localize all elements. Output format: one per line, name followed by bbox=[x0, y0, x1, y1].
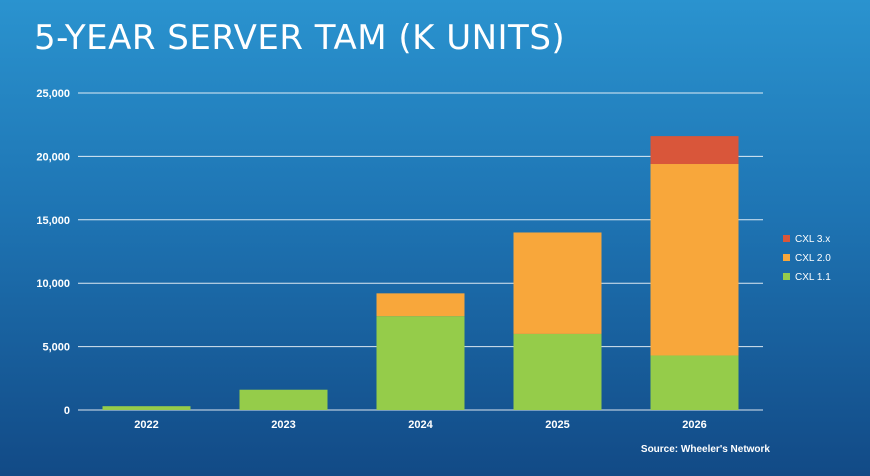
y-tick-label: 20,000 bbox=[36, 151, 70, 163]
bar-2025-cxl-2-0 bbox=[513, 232, 602, 334]
legend-label-cxl-2-0: CXL 2.0 bbox=[795, 253, 831, 264]
x-tick-label-2025: 2025 bbox=[545, 419, 569, 431]
y-tick-label: 0 bbox=[64, 405, 70, 417]
bar-2023-cxl-1-1 bbox=[239, 389, 328, 410]
bar-2026-cxl-2-0 bbox=[650, 164, 739, 356]
y-tick-label: 5,000 bbox=[42, 342, 70, 354]
slide-title: 5-YEAR SERVER TAM (K UNITS) bbox=[34, 18, 566, 58]
legend-label-cxl-3-x: CXL 3.x bbox=[795, 234, 830, 245]
source-note: Source: Wheeler's Network bbox=[640, 444, 770, 455]
x-tick-label-2024: 2024 bbox=[408, 419, 433, 431]
bar-2022-cxl-1-1 bbox=[102, 406, 191, 410]
y-tick-label: 15,000 bbox=[36, 215, 70, 227]
bar-2024-cxl-2-0 bbox=[376, 293, 465, 317]
bar-2025-cxl-1-1 bbox=[513, 333, 602, 410]
x-tick-label-2022: 2022 bbox=[134, 419, 158, 431]
bar-2026-cxl-1-1 bbox=[650, 355, 739, 410]
x-tick-label-2026: 2026 bbox=[682, 419, 706, 431]
x-tick-label-2023: 2023 bbox=[271, 419, 295, 431]
bar-2024-cxl-1-1 bbox=[376, 316, 465, 410]
legend-swatch-cxl-1-1 bbox=[783, 273, 790, 280]
legend-swatch-cxl-3-x bbox=[783, 235, 790, 242]
bar-2026-cxl-3-x bbox=[650, 136, 739, 165]
legend-label-cxl-1-1: CXL 1.1 bbox=[795, 272, 831, 283]
y-tick-label: 25,000 bbox=[36, 88, 70, 100]
legend-swatch-cxl-2-0 bbox=[783, 254, 790, 261]
y-tick-label: 10,000 bbox=[36, 278, 70, 290]
